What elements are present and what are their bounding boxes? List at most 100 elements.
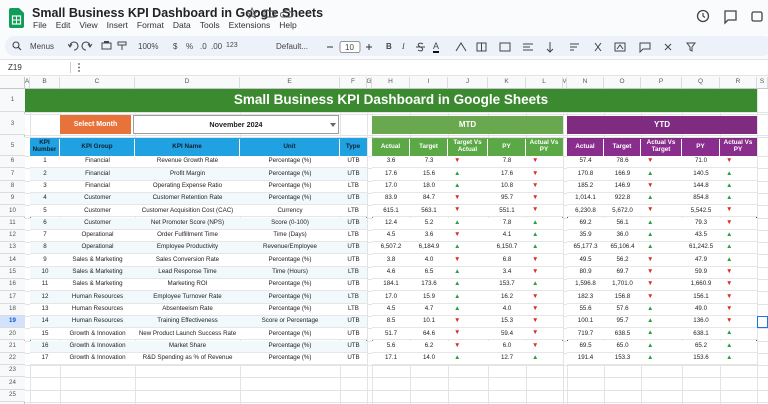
font-size[interactable]: 10 bbox=[345, 43, 354, 52]
table-cell: 100.1 bbox=[567, 315, 604, 329]
status-arrow: ▲ bbox=[641, 242, 682, 255]
table-cell: 156.1 bbox=[682, 291, 720, 304]
ytd-header: Target bbox=[604, 138, 641, 156]
row-header: 19 bbox=[0, 315, 25, 329]
status-arrow: ▲ bbox=[720, 328, 757, 341]
status-arrow: ▲ bbox=[526, 217, 563, 230]
status-arrow: ▼ bbox=[641, 180, 682, 193]
decrease-decimal[interactable]: .0 bbox=[200, 42, 207, 51]
table-cell: LTB bbox=[340, 180, 367, 193]
status-arrow: ▼ bbox=[526, 180, 563, 193]
table-cell: 15 bbox=[30, 328, 60, 341]
font-family[interactable]: Default... bbox=[276, 42, 309, 51]
mtd-header: Target bbox=[410, 138, 448, 156]
table-cell: 15.6 bbox=[410, 168, 448, 181]
table-cell: 156.8 bbox=[604, 291, 641, 304]
status-arrow: ▼ bbox=[720, 315, 757, 329]
table-cell: 17.0 bbox=[372, 291, 410, 304]
table-cell: 3.6 bbox=[410, 229, 448, 243]
status-arrow: ▼ bbox=[448, 192, 488, 206]
zoom[interactable]: 100% bbox=[138, 42, 159, 51]
ytd-banner: YTD bbox=[567, 116, 757, 134]
status-arrow: ▼ bbox=[448, 254, 488, 267]
grid-line bbox=[757, 89, 758, 404]
menu-item[interactable]: Insert bbox=[106, 20, 128, 30]
table-cell: Marketing ROI bbox=[135, 279, 240, 292]
search-icon[interactable] bbox=[12, 41, 22, 51]
strikethrough[interactable] bbox=[416, 42, 426, 52]
table-cell: 78.6 bbox=[604, 156, 641, 169]
selected-cell bbox=[757, 315, 768, 329]
status-arrow: ▼ bbox=[526, 192, 563, 206]
select-all-corner bbox=[0, 77, 25, 89]
menus-search[interactable]: Menus bbox=[30, 42, 55, 51]
menu-item[interactable]: Data bbox=[172, 20, 191, 30]
table-cell: 4.1 bbox=[488, 229, 526, 243]
increase-decimal[interactable]: .00 bbox=[211, 42, 223, 51]
italic[interactable]: I bbox=[402, 42, 405, 51]
header-icons[interactable] bbox=[695, 8, 765, 26]
status-arrow: ▼ bbox=[526, 291, 563, 304]
formula-bar[interactable] bbox=[0, 59, 768, 76]
table-cell: 4.0 bbox=[488, 303, 526, 316]
status-arrow: ▲ bbox=[448, 303, 488, 316]
more-formats[interactable]: 123 bbox=[226, 42, 238, 49]
sheets-logo[interactable] bbox=[9, 8, 24, 28]
status-arrow: ▲ bbox=[720, 254, 757, 267]
menu-item[interactable]: Edit bbox=[55, 20, 71, 30]
edit-icons[interactable] bbox=[68, 40, 130, 52]
table-cell: 15.3 bbox=[488, 315, 526, 329]
table-cell: 5,542.5 bbox=[682, 205, 720, 218]
menu-item[interactable]: Format bbox=[136, 20, 164, 30]
table-cell: Growth & Innovation bbox=[60, 328, 135, 341]
status-arrow: ▲ bbox=[526, 229, 563, 243]
format-icons[interactable] bbox=[455, 41, 755, 53]
grid-line bbox=[25, 365, 768, 366]
menu-item[interactable]: File bbox=[33, 20, 47, 30]
status-arrow: ▲ bbox=[720, 352, 757, 366]
percent-format[interactable]: % bbox=[186, 42, 194, 51]
table-cell: 69.2 bbox=[567, 217, 604, 230]
text-color[interactable]: A bbox=[433, 41, 440, 53]
grid-line bbox=[25, 377, 768, 378]
table-cell: Percentage (%) bbox=[240, 303, 340, 316]
table-cell: 13 bbox=[30, 303, 60, 316]
table-cell: 11 bbox=[30, 279, 60, 292]
table-cell: 6,230.8 bbox=[567, 205, 604, 218]
row-header: 15 bbox=[0, 266, 25, 279]
table-cell: 49.5 bbox=[567, 254, 604, 267]
menu-item[interactable]: Help bbox=[279, 20, 297, 30]
cell-reference[interactable]: Z19 bbox=[8, 63, 22, 72]
table-cell: R&D Spending as % of Revenue bbox=[135, 352, 240, 366]
mtd-banner: MTD bbox=[372, 116, 563, 134]
table-cell: Profit Margin bbox=[135, 168, 240, 181]
title-icons[interactable] bbox=[246, 7, 294, 19]
table-cell: UTB bbox=[340, 328, 367, 341]
table-cell: 6.8 bbox=[488, 254, 526, 267]
font-size-controls[interactable] bbox=[326, 41, 376, 53]
table-cell: Percentage (%) bbox=[240, 168, 340, 181]
table-cell: UTB bbox=[340, 168, 367, 181]
currency-format[interactable]: $ bbox=[173, 42, 178, 51]
menu-item[interactable]: View bbox=[79, 20, 98, 30]
table-cell: UTB bbox=[340, 217, 367, 230]
table-cell: 71.0 bbox=[682, 156, 720, 169]
menu-item[interactable]: Extensions bbox=[228, 20, 271, 30]
table-cell: 12.7 bbox=[488, 352, 526, 366]
table-cell: 153.3 bbox=[604, 352, 641, 366]
table-cell: 144.8 bbox=[682, 180, 720, 193]
column-header: L bbox=[526, 77, 563, 89]
table-cell: Operational bbox=[60, 229, 135, 243]
grid-line bbox=[25, 402, 768, 403]
row-header: 16 bbox=[0, 279, 25, 292]
table-cell: Time (Hours) bbox=[240, 266, 340, 279]
row-header: 5 bbox=[0, 137, 25, 156]
formula-menu[interactable] bbox=[76, 62, 82, 73]
table-cell: 6 bbox=[30, 217, 60, 230]
menu-item[interactable]: Tools bbox=[199, 20, 220, 30]
table-cell: 7.8 bbox=[488, 217, 526, 230]
table-cell: 2 bbox=[30, 168, 60, 181]
bold[interactable]: B bbox=[386, 42, 392, 51]
table-cell: 59.9 bbox=[682, 266, 720, 279]
table-cell: Percentage (%) bbox=[240, 291, 340, 304]
